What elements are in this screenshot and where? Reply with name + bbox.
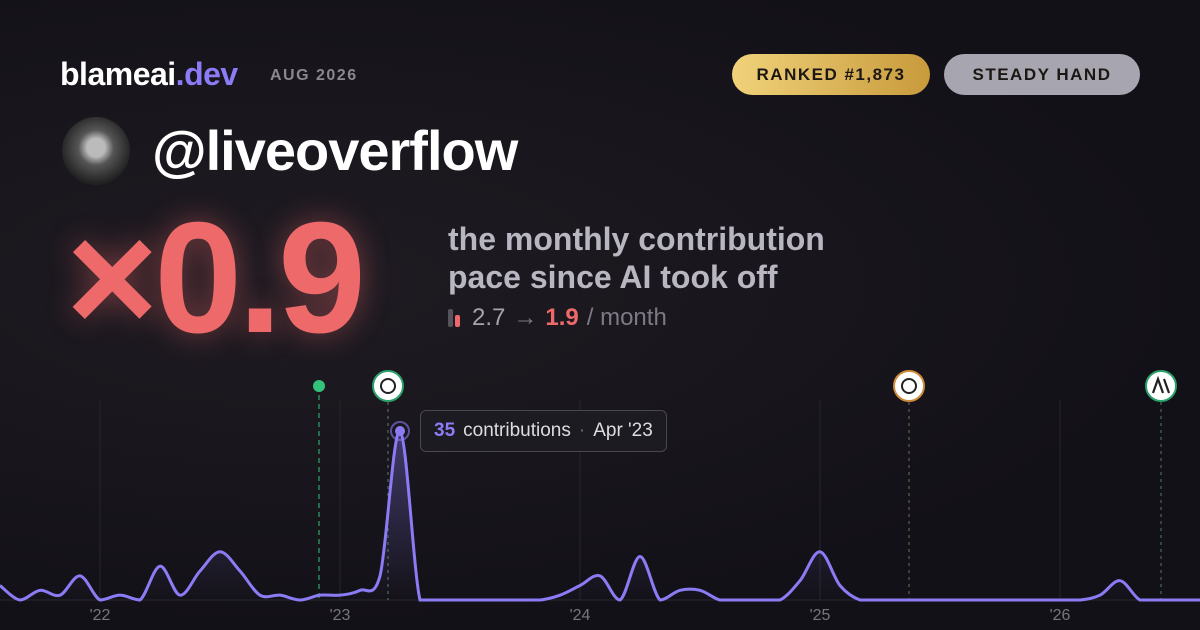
x-tick-label: '25 [810,607,831,624]
description: the monthly contribution pace since AI t… [448,220,825,296]
event-icon-glyph [1151,375,1171,394]
event-icon [372,370,404,402]
avatar [62,117,130,185]
tooltip: 35 contributions · Apr '23 [420,410,667,452]
tooltip-separator: · [578,420,586,441]
multiplier: ×0.9 [66,190,366,366]
event-icon-glyph [380,378,396,394]
line [0,429,1200,602]
x-tick-label: '26 [1050,607,1071,624]
x-tick-label: '24 [570,607,591,624]
pace-unit: / month [586,304,667,331]
description-line: pace since AI took off [448,259,778,295]
badge: RANKED #1,873 [732,54,930,95]
highlight-ring [390,421,410,441]
tooltip-value: 35 [434,420,456,441]
pace-before: 2.7 [472,304,506,331]
badge: STEADY HAND [944,54,1140,95]
x-tick-label: '23 [330,607,351,624]
tooltip-label: contributions [463,420,571,441]
pace-arrow: → [513,304,538,331]
event-icon [893,370,925,402]
event-dot [313,380,325,392]
brand-name: blameai [60,56,176,92]
description-line: the monthly contribution [448,221,825,257]
date: AUG 2026 [270,67,358,84]
highlight-point [395,426,405,436]
pace: 2.7 → 1.9 / month [448,304,667,332]
tooltip-date: Apr '23 [593,420,653,441]
event-icon-glyph [901,378,917,394]
x-tick-label: '22 [90,607,111,624]
brand: blameai.dev [60,56,238,93]
pace-icon [448,309,460,327]
pace-after: 1.9 [545,304,579,331]
handle: @liveoverflow [152,119,518,182]
brand-suffix: .dev [175,56,239,92]
